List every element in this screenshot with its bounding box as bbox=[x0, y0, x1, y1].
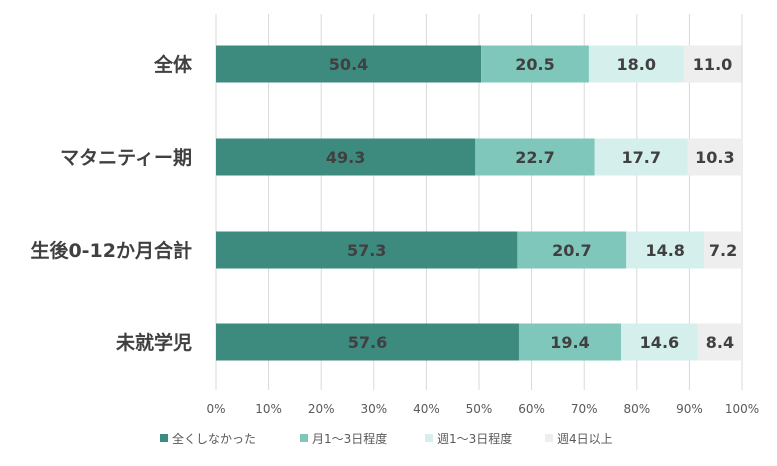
bar-segment bbox=[588, 45, 684, 83]
data-label: 22.7 bbox=[515, 148, 554, 167]
data-label: 57.3 bbox=[347, 241, 386, 260]
legend-swatch bbox=[300, 434, 308, 442]
category-label: 生後0-12か月合計 bbox=[30, 239, 192, 262]
data-label: 14.8 bbox=[645, 241, 684, 260]
legend-swatch bbox=[160, 434, 168, 442]
legend-entry: 週1～3日程度 bbox=[437, 431, 512, 446]
legend-entry: 週4日以上 bbox=[557, 432, 613, 446]
data-label: 50.4 bbox=[329, 55, 368, 74]
bar-segment bbox=[475, 138, 595, 176]
bar-segment bbox=[683, 45, 742, 83]
bar-segment bbox=[216, 323, 519, 361]
legend: 全くしなかった 月1～3日程度 週1～3日程度 週4日以上 bbox=[160, 431, 613, 446]
data-label: 20.5 bbox=[515, 55, 554, 74]
bar-segment bbox=[697, 323, 742, 361]
bar-segment bbox=[594, 138, 688, 176]
x-tick-label: 0% bbox=[206, 402, 225, 416]
x-tick-label: 10% bbox=[255, 402, 282, 416]
bar-segment bbox=[704, 231, 742, 269]
bar-segment bbox=[621, 323, 698, 361]
x-tick-label: 50% bbox=[466, 402, 493, 416]
x-tick-label: 20% bbox=[308, 402, 335, 416]
bar-segment bbox=[481, 45, 589, 83]
x-tick-label: 100% bbox=[725, 402, 759, 416]
category-label: 未就学児 bbox=[115, 331, 192, 354]
bar-segment bbox=[216, 45, 482, 83]
data-label: 57.6 bbox=[348, 333, 387, 352]
data-label: 17.7 bbox=[622, 148, 661, 167]
x-tick-label: 90% bbox=[676, 402, 703, 416]
bars: 50.4 20.5 18.0 11.0 49.3 22.7 17.7 10.3 57.3 20.7… bbox=[216, 45, 742, 361]
legend-swatch bbox=[545, 434, 553, 442]
bar-segment bbox=[216, 138, 476, 176]
data-label: 49.3 bbox=[326, 148, 365, 167]
data-label: 10.3 bbox=[695, 148, 734, 167]
data-label: 8.4 bbox=[706, 333, 734, 352]
x-tick-label: 30% bbox=[360, 402, 387, 416]
data-label: 14.6 bbox=[640, 333, 679, 352]
x-tick-label: 80% bbox=[623, 402, 650, 416]
legend-entry: 全くしなかった bbox=[172, 431, 256, 446]
data-label: 19.4 bbox=[550, 333, 589, 352]
x-axis-tick-labels: 0% 10% 20% 30% 40% 50% 60% 70% 80% 90% 100% bbox=[206, 402, 759, 416]
legend-entry: 月1～3日程度 bbox=[312, 431, 387, 446]
bar-segment bbox=[687, 138, 742, 176]
bar-segment bbox=[216, 231, 518, 269]
category-label: マタニティー期 bbox=[60, 147, 192, 169]
x-tick-label: 40% bbox=[413, 402, 440, 416]
legend-swatch bbox=[425, 434, 433, 442]
data-label: 11.0 bbox=[693, 55, 732, 74]
category-label: 全体 bbox=[153, 53, 193, 76]
bar-segment bbox=[518, 323, 622, 361]
bar-segment bbox=[517, 231, 627, 269]
data-label: 18.0 bbox=[617, 55, 656, 74]
x-tick-label: 60% bbox=[518, 402, 545, 416]
bar-segment bbox=[626, 231, 705, 269]
data-label: 20.7 bbox=[552, 241, 591, 260]
x-tick-label: 70% bbox=[571, 402, 598, 416]
data-label: 7.2 bbox=[709, 241, 737, 260]
